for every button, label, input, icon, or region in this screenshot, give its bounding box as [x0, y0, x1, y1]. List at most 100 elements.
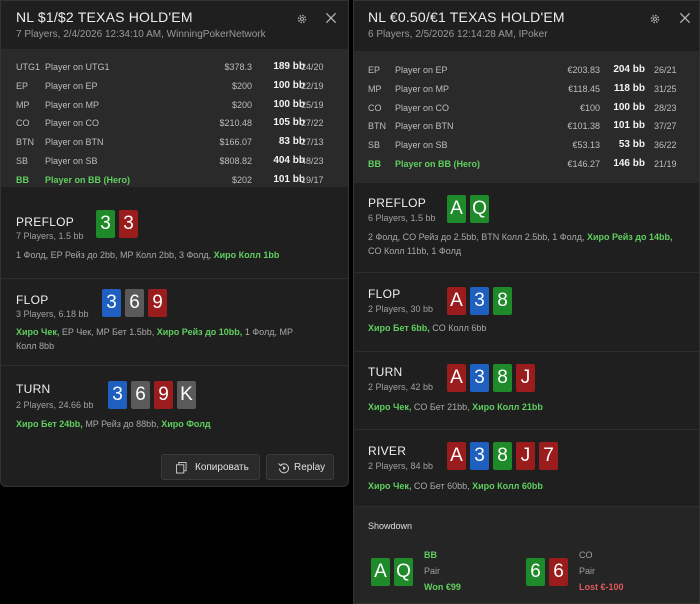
player-name: Player on BTN [395, 121, 454, 132]
showdown-player-name: BB [424, 550, 437, 560]
copy-button[interactable]: Копировать [161, 454, 260, 480]
player-position: SB [16, 156, 29, 166]
street-name: TURN [16, 382, 51, 396]
playing-card: A [447, 195, 466, 223]
player-row: BB Player on BB (Hero) $202 101 bb 19/17 [1, 171, 348, 189]
player-position: SB [368, 140, 381, 151]
player-name: Player on EP [45, 80, 98, 91]
player-stat: 24/20 [301, 62, 324, 72]
players-list: UTG1 Player on UTG1 $378.3 189 bb 24/20 EP Pla… [1, 49, 348, 187]
playing-card: K [177, 381, 196, 409]
player-bb: 404 bb [273, 155, 305, 166]
player-stat: 31/25 [654, 83, 677, 94]
player-stat: 26/21 [654, 65, 677, 75]
player-name: Player on SB [395, 140, 448, 151]
player-name: Player on CO [45, 118, 100, 129]
player-stack: €146.27 [567, 159, 600, 169]
player-name: Player on UTG1 [45, 62, 110, 72]
showdown-player-name: CO [579, 550, 593, 560]
copy-label: Копировать [195, 462, 249, 473]
panel-header: NL €0.50/€1 TEXAS HOLD'EM 6 Players, 2/5… [354, 1, 699, 49]
showdown-result: Won €99 [424, 582, 461, 592]
playing-card: Q [394, 558, 413, 586]
player-row: BTN Player on BTN €101.38 101 bb 37/27 [354, 117, 699, 135]
gear-icon[interactable] [649, 13, 661, 25]
street-actions: 1 Фолд, EP Рейз до 2bb, MP Колл 2bb, 3 Ф… [16, 250, 280, 260]
player-stack: €203.83 [567, 65, 600, 75]
player-position: EP [16, 80, 29, 91]
playing-card: A [447, 442, 466, 470]
player-position: UTG1 [16, 62, 41, 72]
playing-card: A [371, 558, 390, 586]
player-stat: 28/23 [654, 102, 677, 113]
player-row: UTG1 Player on UTG1 $378.3 189 bb 24/20 [1, 58, 348, 76]
playing-card: 6 [131, 381, 150, 409]
player-name: Player on CO [395, 102, 450, 113]
player-stat: 36/22 [654, 140, 677, 151]
showdown-hand: Pair [579, 566, 596, 576]
street-name: RIVER [368, 444, 407, 458]
player-stat: 37/27 [654, 121, 677, 132]
player-row: SB Player on SB €53.13 53 bb 36/22 [354, 136, 699, 154]
street-actions: Хиро Чек, EP Чек, MP Бет 1.5bb, Хиро Рей… [16, 327, 293, 351]
player-bb: 100 bb [613, 101, 645, 113]
playing-card: A [447, 364, 466, 392]
panel-header: NL $1/$2 TEXAS HOLD'EM 7 Players, 2/4/20… [1, 1, 348, 49]
player-bb: 53 bb [618, 139, 645, 151]
street-info: 2 Players, 24.66 bb [16, 400, 94, 410]
player-stack: $166.07 [219, 137, 252, 148]
street-info: 2 Players, 30 bb [368, 304, 434, 314]
street-name: PREFLOP [16, 215, 75, 229]
playing-card: Q [470, 195, 489, 223]
playing-card: 8 [493, 364, 512, 392]
playing-card: 7 [539, 442, 558, 470]
street-info: 6 Players, 1.5 bb [368, 213, 436, 223]
replay-label: Replay [294, 462, 326, 473]
copy-icon [176, 462, 187, 474]
player-row: CO Player on CO $210.48 105 bb 27/22 [1, 114, 348, 132]
street-info: 3 Players, 6.18 bb [16, 309, 89, 319]
street-actions: Хиро Чек, CO Бет 21bb, Хиро Колл 21bb [368, 402, 543, 412]
player-bb: 204 bb [613, 64, 645, 75]
player-stat: 19/17 [301, 174, 324, 185]
player-bb: 100 bb [273, 79, 305, 91]
close-icon[interactable] [678, 11, 692, 25]
street-actions: Хиро Бет 6bb, CO Колл 6bb [368, 323, 487, 333]
playing-card: A [447, 287, 466, 315]
player-stack: $200 [231, 99, 252, 110]
player-stat: 25/19 [301, 99, 324, 110]
player-stack: €53.13 [572, 140, 600, 151]
playing-card: 3 [470, 442, 489, 470]
showdown-hand: Pair [424, 566, 441, 576]
close-icon[interactable] [324, 11, 338, 25]
player-stack: €118.45 [568, 83, 600, 94]
player-stat: 22/19 [301, 80, 324, 91]
player-position: BTN [368, 121, 386, 132]
player-row: BTN Player on BTN $166.07 83 bb 27/13 [1, 133, 348, 151]
player-name: Player on MP [45, 99, 100, 110]
player-name: Player on BB (Hero) [45, 174, 131, 185]
player-row: BB Player on BB (Hero) €146.27 146 bb 21/19 [354, 155, 699, 173]
player-stat: 27/13 [301, 137, 324, 148]
replay-button[interactable]: Replay [266, 454, 334, 480]
player-position: MP [368, 83, 382, 94]
player-stack: $202 [231, 174, 252, 185]
player-bb: 105 bb [273, 117, 305, 129]
playing-card: 6 [526, 558, 545, 586]
showdown-result: Lost €-100 [579, 582, 624, 592]
player-position: MP [16, 99, 30, 110]
playing-card: 3 [108, 381, 127, 409]
player-position: CO [368, 102, 382, 113]
gear-icon[interactable] [296, 13, 308, 25]
street-name: TURN [368, 365, 403, 379]
player-bb: 101 bb [273, 173, 305, 185]
player-position: BB [368, 159, 381, 169]
game-subtitle: 6 Players, 2/5/2026 12:14:28 AM, IPoker [368, 29, 548, 40]
player-row: EP Player on EP $200 100 bb 22/19 [1, 77, 348, 95]
hand-history-panel-right: NL €0.50/€1 TEXAS HOLD'EM 6 Players, 2/5… [353, 0, 700, 604]
